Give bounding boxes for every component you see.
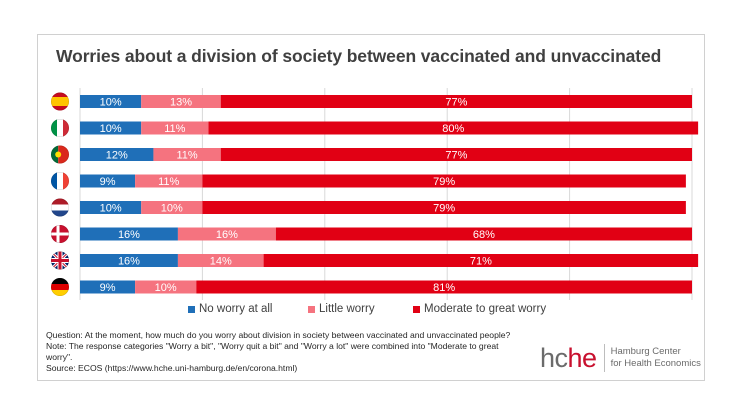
data-label-italy-no_worry: 10% xyxy=(100,123,122,135)
data-label-italy-little_worry: 11% xyxy=(164,123,185,135)
bar-germany-no_worry xyxy=(80,280,136,294)
data-label-portugal-no_worry: 12% xyxy=(106,150,128,162)
bar-spain-little_worry xyxy=(141,95,221,108)
flag-spain-icon xyxy=(51,92,69,111)
gridlines xyxy=(79,88,693,300)
legend-swatch-no-worry xyxy=(188,305,195,313)
data-label-spain-no_worry: 10% xyxy=(100,97,122,109)
data-label-italy-moderate_great: 80% xyxy=(442,123,464,135)
legend-item-little-worry: Little worry xyxy=(308,303,375,315)
country-flags xyxy=(50,92,69,296)
source-text: Source: ECOS (https://www.hche.uni-hambu… xyxy=(46,363,298,373)
data-label-netherlands-no_worry: 10% xyxy=(100,203,122,215)
data-label-france-little_worry: 11% xyxy=(158,176,179,188)
logo-mark-gray: hc xyxy=(540,342,568,373)
legend-label-no-worry: No worry at all xyxy=(199,303,273,315)
data-label-denmark-little_worry: 16% xyxy=(216,229,238,241)
bar-denmark-little_worry xyxy=(177,227,276,241)
bar-italy-moderate_great xyxy=(208,121,699,135)
data-label-united-kingdom-moderate_great: 71% xyxy=(470,256,492,268)
legend-item-moderate-great: Moderate to great worry xyxy=(413,303,546,315)
bar-germany-moderate_great xyxy=(196,280,692,294)
data-label-germany-little_worry: 10% xyxy=(155,282,177,294)
data-label-france-moderate_great: 79% xyxy=(433,176,455,188)
legend-label-little-worry: Little worry xyxy=(319,303,375,315)
bar-portugal-little_worry xyxy=(153,148,221,161)
bar-france-little_worry xyxy=(135,174,203,188)
flag-france-icon xyxy=(51,172,69,190)
logo-divider xyxy=(603,344,605,372)
bar-france-moderate_great xyxy=(202,174,686,188)
data-label-germany-moderate_great: 81% xyxy=(433,282,455,294)
question-text: Question: At the moment, how much do you… xyxy=(46,330,511,340)
data-label-united-kingdom-no_worry: 16% xyxy=(118,256,140,268)
bar-portugal-moderate_great xyxy=(220,148,692,161)
bar-italy-no_worry xyxy=(80,121,142,135)
flag-denmark-icon xyxy=(51,225,69,243)
data-label-united-kingdom-little_worry: 14% xyxy=(210,256,232,268)
logo-line-1: Hamburg Center xyxy=(610,346,681,357)
legend-swatch-little-worry xyxy=(308,305,315,313)
flag-netherlands-icon xyxy=(51,198,69,217)
bar-spain-no_worry xyxy=(80,95,142,108)
bar-france-no_worry xyxy=(80,174,136,188)
data-label-netherlands-little_worry: 10% xyxy=(161,203,183,215)
bar-italy-little_worry xyxy=(141,121,209,135)
note-text: Note: The response categories "Worry a b… xyxy=(46,341,499,362)
bars: 10% 13% 77% 10% 11% 80% 12% 11% 77% 9% 11% 79% 10% 10… xyxy=(80,95,699,294)
bar-united-kingdom-little_worry xyxy=(177,254,264,267)
bar-netherlands-little_worry xyxy=(141,201,203,214)
bar-denmark-moderate_great xyxy=(275,227,692,241)
logo-mark-red: he xyxy=(567,342,598,373)
data-label-portugal-little_worry: 11% xyxy=(176,150,197,162)
data-label-spain-little_worry: 13% xyxy=(170,97,192,109)
bar-germany-little_worry xyxy=(135,280,197,294)
bar-netherlands-no_worry xyxy=(80,201,142,214)
legend-label-moderate-great: Moderate to great worry xyxy=(424,303,547,315)
data-label-netherlands-moderate_great: 79% xyxy=(433,203,455,215)
hche-logo: hche Hamburg Center for Health Economics xyxy=(540,342,701,374)
data-label-germany-no_worry: 9% xyxy=(100,282,116,294)
data-label-spain-moderate_great: 77% xyxy=(445,97,467,109)
bar-portugal-no_worry xyxy=(80,148,154,161)
data-label-portugal-moderate_great: 77% xyxy=(445,150,467,162)
flag-italy-icon xyxy=(51,119,69,137)
bar-united-kingdom-no_worry xyxy=(80,254,178,267)
data-label-france-no_worry: 9% xyxy=(100,176,116,188)
legend-item-no-worry: No worry at all xyxy=(188,303,273,315)
chart-title: Worries about a division of society betw… xyxy=(56,46,662,66)
bar-united-kingdom-moderate_great xyxy=(263,254,699,267)
flag-germany-icon xyxy=(51,278,69,296)
data-label-denmark-no_worry: 16% xyxy=(118,229,140,241)
chart-notes: Question: At the moment, how much do you… xyxy=(46,330,516,374)
bar-denmark-no_worry xyxy=(80,227,178,241)
bar-spain-moderate_great xyxy=(220,95,692,108)
flag-portugal-icon xyxy=(51,145,69,164)
logo-mark: hche xyxy=(540,342,598,373)
bar-netherlands-moderate_great xyxy=(202,201,686,214)
logo-line-2: for Health Economics xyxy=(610,358,701,369)
legend: No worry at all Little worry Moderate to… xyxy=(0,303,733,319)
logo-text: Hamburg Center for Health Economics xyxy=(611,346,701,370)
legend-swatch-moderate-great xyxy=(413,305,420,313)
data-label-denmark-moderate_great: 68% xyxy=(473,229,495,241)
flag-uk-icon xyxy=(51,251,69,270)
